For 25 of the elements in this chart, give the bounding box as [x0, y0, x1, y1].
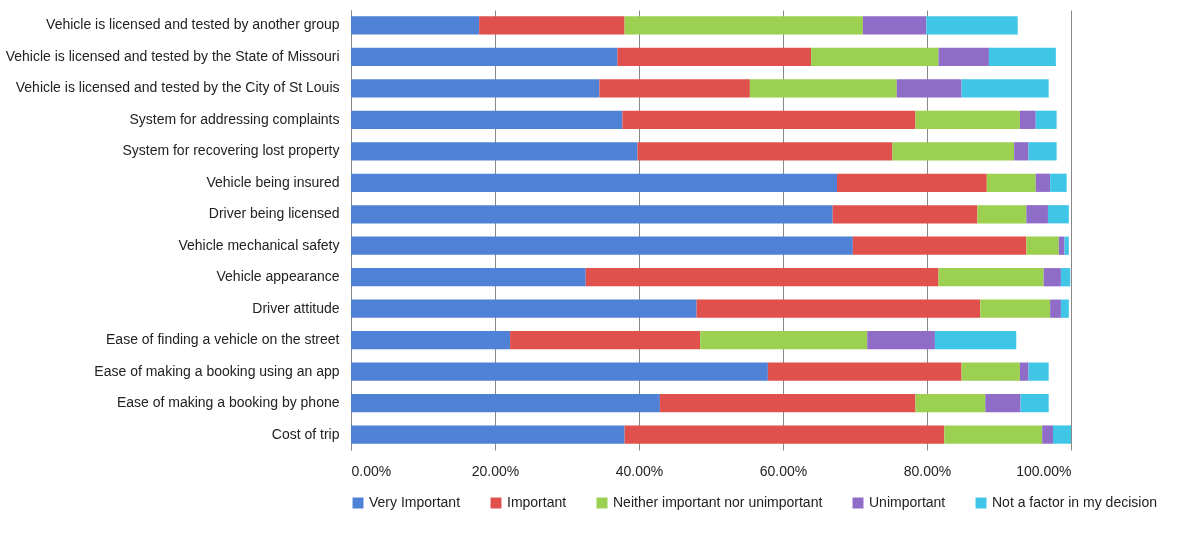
- legend-label: Unimportant: [869, 494, 946, 510]
- y-tick-label: Vehicle is licensed and tested by another group: [46, 16, 340, 33]
- legend-label: Not a factor in my decision: [992, 494, 1157, 510]
- legend-label: Very Important: [369, 494, 461, 510]
- y-tick-label: Driver attitude: [252, 299, 340, 316]
- y-tick-label: Vehicle is licensed and tested by the State of Missouri: [5, 47, 340, 64]
- y-tick-label: System for recovering lost property: [122, 142, 340, 159]
- x-tick-label: 60.00%: [759, 462, 808, 479]
- y-tick-label: Vehicle being insured: [206, 173, 340, 190]
- x-tick-label: 0.00%: [351, 462, 392, 479]
- legend-label: Neither important nor unimportant: [613, 494, 823, 510]
- y-tick-label: Vehicle mechanical safety: [178, 236, 340, 253]
- y-tick-label: Ease of making a booking by phone: [116, 394, 340, 411]
- y-tick-label: System for addressing complaints: [129, 110, 340, 127]
- y-tick-label: Vehicle is licensed and tested by the City of St Louis: [15, 79, 340, 96]
- x-tick-label: 80.00%: [903, 462, 952, 479]
- y-tick-label: Vehicle appearance: [216, 268, 340, 285]
- y-tick-label: Driver being licensed: [208, 205, 340, 222]
- x-tick-label: 40.00%: [615, 462, 664, 479]
- x-tick-label: 100.00%: [1016, 462, 1072, 479]
- x-tick-label: 20.00%: [471, 462, 520, 479]
- y-tick-label: Cost of trip: [271, 425, 340, 442]
- y-tick-label: Ease of making a booking using an app: [94, 362, 340, 379]
- legend-label: Important: [507, 494, 567, 510]
- y-tick-label: Ease of finding a vehicle on the street: [106, 331, 340, 348]
